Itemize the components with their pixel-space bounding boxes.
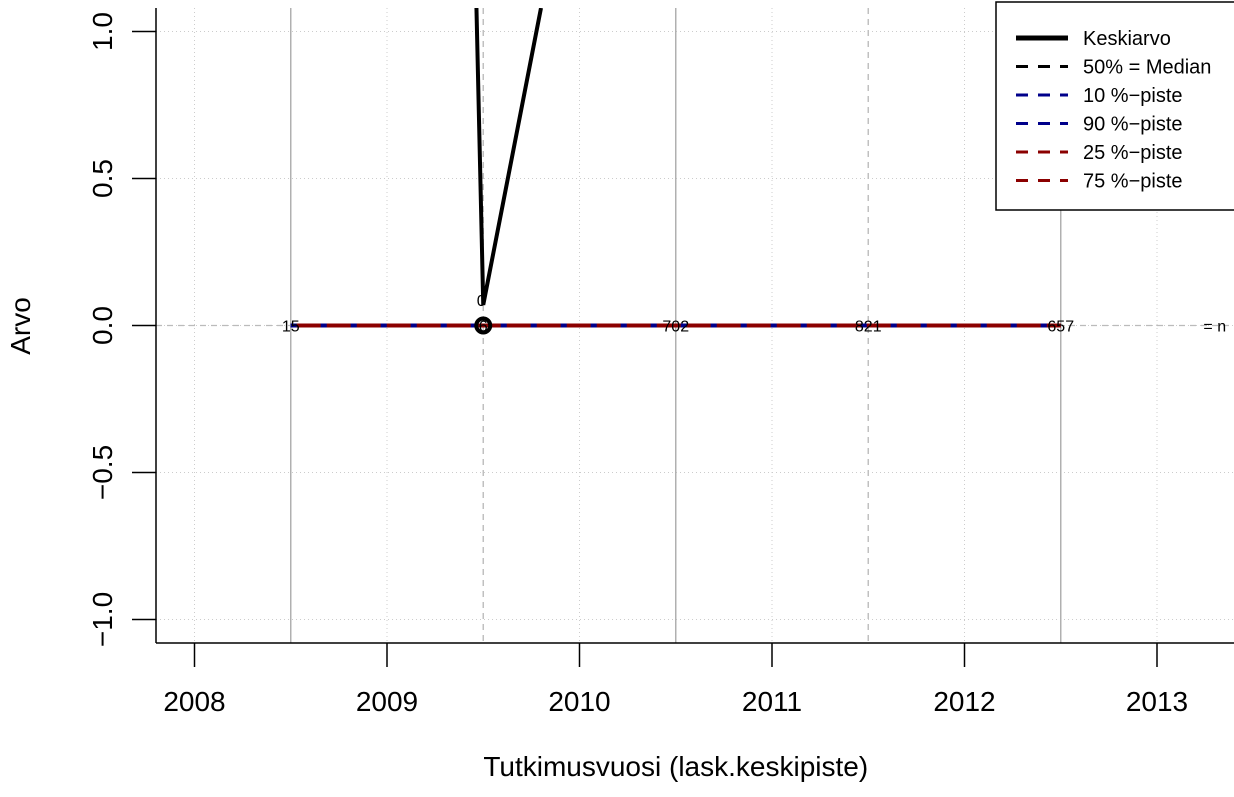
legend-label: 10 %−piste [1083,85,1183,107]
x-axis-title: Tutkimusvuosi (lask.keskipiste) [483,751,868,782]
x-tick-label: 2008 [163,686,225,717]
series-line-keskiarvo [474,8,543,306]
y-tick-label: −0.5 [87,445,118,500]
legend-label: 75 %−piste [1083,171,1183,193]
x-tick-label: 2009 [356,686,418,717]
n-label-layer: 15 6 702 821 657 = n [282,319,1226,336]
y-tick-label: 0.0 [87,306,118,345]
n-count-label: = n [1203,319,1226,336]
legend-label: 90 %−piste [1083,114,1183,136]
mean-point-marker [474,316,493,335]
y-tick-label: 0.5 [87,159,118,198]
legend-label: 25 %−piste [1083,142,1183,164]
x-tick-label: 2011 [742,686,802,717]
n-count-label: 702 [662,319,689,336]
n-count-label: 821 [855,319,882,336]
n-count-label: 6 [479,319,488,336]
legend-label: Keskiarvo [1083,28,1171,50]
n-count-label: 15 [282,319,300,336]
n-count-label: 657 [1047,319,1074,336]
y-axis-title: Arvo [5,297,36,355]
mean-point-label: 0 [477,293,486,310]
y-tick-label: 1.0 [87,12,118,51]
x-tick-label: 2013 [1126,686,1188,717]
x-tick-label: 2012 [933,686,995,717]
legend-label: 50% = Median [1083,57,1211,79]
y-tick-label: −1.0 [87,592,118,647]
x-tick-label: 2010 [548,686,610,717]
series-layer [290,8,1061,328]
marker-layer: 0 [474,293,493,335]
axis-layer: 2008 2009 2010 2011 2012 2013 −1.0 −0.5 0.0 0.5 1.… [87,8,1234,717]
legend: Keskiarvo 50% = Median 10 %−piste 90 %−pist… [995,1,1234,211]
